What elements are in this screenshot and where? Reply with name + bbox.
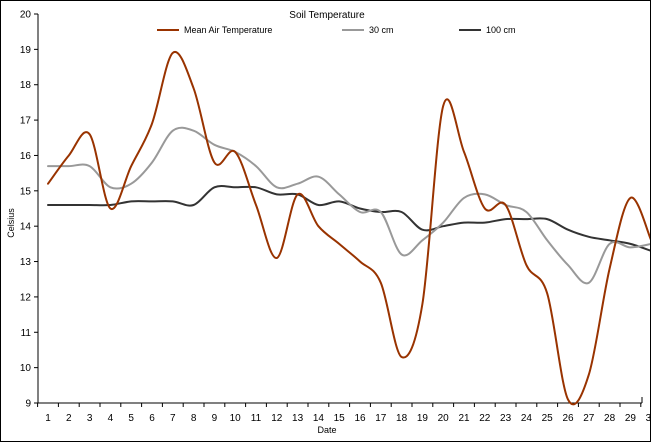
y-axis-title: Celsius bbox=[6, 208, 16, 238]
y-tick-label: 18 bbox=[20, 80, 32, 91]
y-tick-label: 15 bbox=[20, 186, 32, 197]
x-tick-label: 28 bbox=[604, 413, 616, 424]
x-tick-label: 20 bbox=[438, 413, 450, 424]
x-tick-label: 2 bbox=[66, 413, 72, 424]
y-tick-label: 9 bbox=[25, 399, 31, 410]
legend-label: 30 cm bbox=[369, 25, 394, 35]
y-tick-label: 16 bbox=[20, 151, 32, 162]
legend-label: Mean Air Temperature bbox=[184, 25, 272, 35]
y-tick-label: 17 bbox=[20, 116, 32, 127]
x-tick-label: 5 bbox=[128, 413, 134, 424]
y-tick-label: 12 bbox=[20, 292, 32, 303]
x-tick-label: 17 bbox=[375, 413, 387, 424]
x-tick-label: 18 bbox=[396, 413, 408, 424]
x-tick-label: 25 bbox=[542, 413, 554, 424]
x-tick-label: 12 bbox=[271, 413, 283, 424]
y-tick-label: 10 bbox=[20, 363, 32, 374]
legend: Mean Air Temperature 30 cm 100 cm bbox=[157, 25, 516, 35]
x-tick-label: 27 bbox=[583, 413, 595, 424]
x-tick-label: 3 bbox=[87, 413, 93, 424]
x-tick-label: 7 bbox=[170, 413, 176, 424]
y-ticks: 9 10 11 12 13 14 15 16 17 18 19 20 bbox=[20, 10, 38, 410]
x-ticks: 1 2 3 4 5 6 7 8 9 10 11 12 13 14 15 16 17 18 19 20 21 22 23 24 2… bbox=[37, 403, 650, 424]
x-tick-label: 9 bbox=[212, 413, 218, 424]
x-tick-label: 30 bbox=[646, 413, 650, 424]
x-tick-label: 10 bbox=[230, 413, 242, 424]
chart-title: Soil Temperature bbox=[289, 10, 365, 21]
x-axis-title: Date bbox=[317, 425, 336, 435]
x-tick-label: 26 bbox=[562, 413, 574, 424]
x-tick-label: 4 bbox=[108, 413, 114, 424]
x-tick-label: 15 bbox=[334, 413, 346, 424]
x-tick-label: 8 bbox=[191, 413, 197, 424]
x-tick-label: 6 bbox=[149, 413, 155, 424]
series-line-30-cm bbox=[47, 126, 650, 285]
x-tick-label: 24 bbox=[521, 413, 533, 424]
y-tick-label: 14 bbox=[20, 222, 32, 233]
x-tick-label: 11 bbox=[251, 413, 262, 424]
x-tick-label: 14 bbox=[313, 413, 325, 424]
x-tick-label: 19 bbox=[417, 413, 429, 424]
x-tick-label: 23 bbox=[500, 413, 512, 424]
x-tick-label: 21 bbox=[458, 413, 470, 424]
y-tick-label: 11 bbox=[21, 328, 32, 339]
series-line-mean-air-temperature bbox=[47, 50, 650, 406]
x-tick-label: 1 bbox=[45, 413, 51, 424]
y-tick-label: 13 bbox=[20, 257, 32, 268]
x-tick-label: 22 bbox=[479, 413, 491, 424]
y-tick-label: 19 bbox=[20, 45, 32, 56]
x-tick-label: 16 bbox=[354, 413, 366, 424]
x-tick-label: 13 bbox=[292, 413, 304, 424]
series-lines bbox=[47, 50, 650, 406]
x-tick-label: 29 bbox=[625, 413, 637, 424]
legend-label: 100 cm bbox=[486, 25, 516, 35]
y-tick-label: 20 bbox=[20, 10, 32, 21]
series-line-100-cm bbox=[47, 184, 650, 252]
